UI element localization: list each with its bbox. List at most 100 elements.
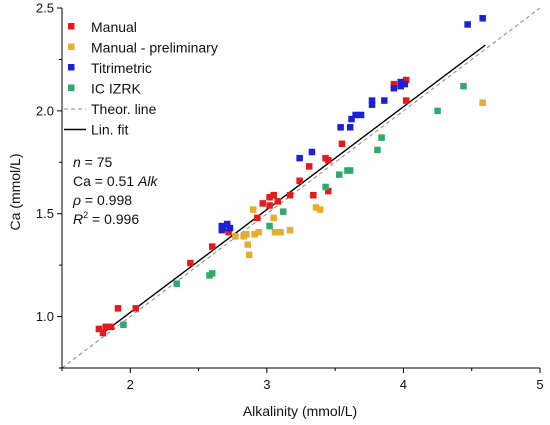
data-point-manual [338, 140, 346, 148]
data-point-manual [305, 163, 313, 170]
data-point-manual-preliminary [232, 233, 239, 240]
stat-rho: ρ = 0.998 [72, 192, 132, 208]
x-tick-label: 5 [536, 377, 543, 392]
data-point-titrimetric [368, 101, 376, 108]
y-tick-label: 2.0 [36, 103, 54, 118]
data-point-manual [225, 228, 232, 236]
data-point-manual [266, 194, 273, 201]
data-point-titrimetric [401, 80, 409, 88]
stats-annotation: n = 75 Ca = 0.51 Alk ρ = 0.998 R2 = 0.99… [72, 154, 158, 227]
stat-equation: Ca = 0.51 Alk [73, 173, 158, 189]
data-point-ic-izrk [266, 222, 273, 230]
data-point-manual-preliminary [255, 228, 262, 236]
stat-r2-value: = 0.996 [88, 211, 139, 227]
data-point-ic-izrk [460, 82, 467, 90]
data-point-manual [99, 329, 107, 337]
data-point-manual [402, 76, 410, 84]
legend-label-titrimetric: Titrimetric [91, 60, 152, 76]
data-point-manual [270, 191, 277, 199]
data-point-ic-izrk [279, 208, 287, 215]
legend-label-theor-line: Theor. line [91, 101, 157, 117]
data-point-titrimetric [348, 115, 355, 123]
stat-r2: R2 = 0.996 [73, 210, 139, 227]
data-point-titrimetric [308, 148, 316, 156]
data-point-manual-preliminary [286, 226, 294, 234]
stat-n-symbol: n [73, 154, 81, 170]
data-point-manual [274, 198, 282, 205]
stat-rho-symbol: ρ [72, 192, 81, 208]
data-point-manual [325, 156, 332, 164]
data-point-manual-preliminary [244, 241, 251, 248]
data-point-ic-izrk [346, 167, 354, 174]
points-layer [95, 15, 486, 337]
y-tick-label: 1.5 [36, 206, 54, 221]
legend-marker-ic-izrk [68, 84, 75, 91]
data-point-titrimetric [397, 78, 404, 86]
data-point-ic-izrk [208, 270, 216, 277]
data-point-manual [208, 243, 216, 250]
data-point-manual [286, 191, 294, 199]
data-point-manual [102, 323, 109, 331]
stat-r2-sup: 2 [83, 210, 88, 220]
data-point-manual-preliminary [251, 231, 258, 238]
legend-marker-manual [68, 23, 75, 30]
data-point-titrimetric [337, 124, 344, 131]
data-point-titrimetric [479, 15, 486, 22]
data-point-manual-preliminary [249, 206, 257, 213]
data-point-manual-preliminary [479, 99, 486, 106]
x-tick-label: 3 [263, 377, 270, 392]
linear-fit-line [102, 44, 486, 334]
y-tick-label: 1.0 [36, 309, 54, 324]
data-point-manual [325, 187, 332, 195]
axes-layer: 2 3 4 5 1.0 1.5 2.0 2.5 [36, 1, 544, 393]
data-point-manual [259, 200, 267, 207]
data-point-manual [254, 214, 261, 222]
data-point-titrimetric [219, 224, 227, 232]
data-point-manual [402, 97, 410, 104]
data-point-manual [296, 177, 303, 185]
x-tick-label: 2 [127, 377, 134, 392]
legend: Manual Manual - preliminary Titrimetric IC … [64, 19, 218, 138]
legend-label-ic-izrk: IC IZRK [91, 81, 141, 97]
data-point-manual [390, 80, 398, 88]
data-point-titrimetric [226, 224, 234, 232]
data-point-titrimetric [296, 154, 303, 162]
stat-r2-symbol: R [73, 211, 83, 227]
data-point-titrimetric [464, 21, 471, 28]
data-point-manual [95, 325, 103, 333]
legend-label-manual: Manual [91, 19, 137, 35]
theoretical-line [62, 8, 540, 368]
data-point-titrimetric [352, 111, 359, 119]
data-point-titrimetric [368, 97, 376, 104]
data-point-manual-preliminary [271, 228, 279, 236]
data-point-titrimetric [346, 124, 354, 131]
stat-rho-value: = 0.998 [81, 192, 132, 208]
y-axis-title: Ca (mmol/L) [7, 153, 23, 230]
data-point-manual-preliminary [270, 214, 277, 222]
legend-marker-titrimetric [68, 64, 75, 71]
data-point-manual [266, 202, 273, 209]
x-axis-title: Alkalinity (mmol/L) [243, 403, 357, 419]
data-point-ic-izrk [374, 146, 381, 154]
x-tick-label: 4 [400, 377, 407, 392]
data-point-manual [107, 323, 115, 331]
data-point-titrimetric [390, 84, 398, 92]
data-point-ic-izrk [378, 134, 385, 141]
stat-n: n = 75 [73, 154, 113, 170]
lines-layer [62, 8, 540, 368]
data-point-manual [310, 191, 317, 199]
data-point-manual-preliminary [316, 206, 324, 213]
data-point-titrimetric [224, 220, 231, 228]
data-point-manual [114, 305, 122, 312]
data-point-ic-izrk [173, 280, 180, 287]
data-point-ic-izrk [120, 321, 127, 329]
data-point-manual [187, 259, 194, 267]
data-point-ic-izrk [322, 183, 329, 191]
y-tick-label: 2.5 [36, 1, 54, 16]
stat-equation-var: Alk [137, 173, 158, 189]
data-point-ic-izrk [434, 107, 441, 115]
data-point-manual-preliminary [245, 251, 253, 259]
legend-label-lin-fit: Lin. fit [91, 122, 128, 138]
data-point-titrimetric [381, 97, 388, 104]
